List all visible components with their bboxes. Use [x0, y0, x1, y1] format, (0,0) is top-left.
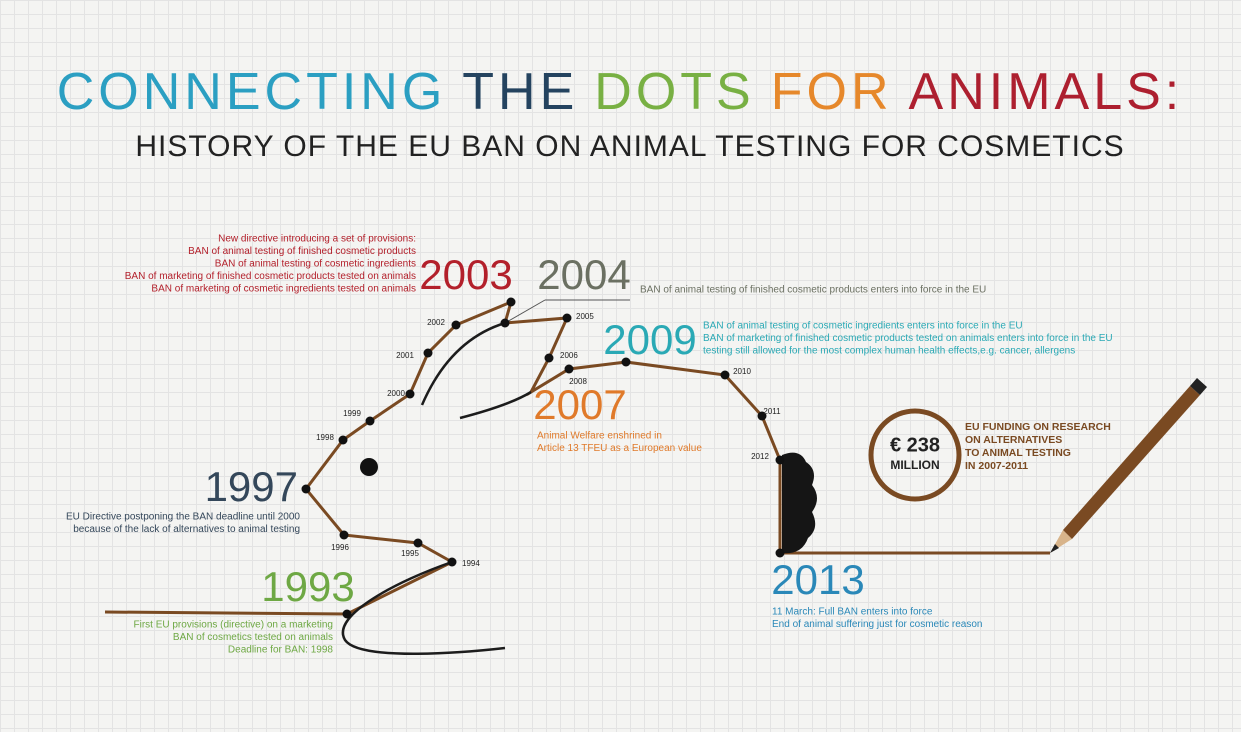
funding-unit: MILLION [890, 458, 939, 472]
event-text: BAN of cosmetics tested on animals [173, 632, 333, 643]
event-text: BAN of animal testing of finished cosmet… [640, 285, 986, 296]
event-year: 2004 [537, 251, 630, 298]
year-label: 1996 [331, 543, 349, 552]
title-word: THE [462, 63, 578, 121]
event-text: BAN of animal testing of cosmetic ingred… [215, 259, 416, 270]
tail [782, 453, 817, 554]
timeline-dot [340, 531, 349, 540]
infographic: CONNECTING THE DOTS FOR ANIMALS: HISTORY OF T… [0, 0, 1241, 732]
year-label: 1999 [343, 409, 361, 418]
year-label: 2001 [396, 351, 414, 360]
timeline-dot [339, 436, 348, 445]
timeline-dot [414, 539, 423, 548]
funding-text: EU FUNDING ON RESEARCH [965, 421, 1111, 433]
funding-text: IN 2007-2011 [965, 460, 1028, 472]
event-text: End of animal suffering just for cosmeti… [772, 619, 982, 630]
event-text: New directive introducing a set of provi… [218, 234, 416, 245]
eye [360, 458, 378, 476]
timeline-dot [448, 558, 457, 567]
event-year: 1993 [261, 563, 354, 610]
event-text: BAN of marketing of cosmetic ingredients… [151, 284, 416, 295]
event-year: 2013 [771, 556, 864, 603]
year-label: 2005 [576, 312, 594, 321]
title-word: FOR [771, 63, 893, 121]
event-text: because of the lack of alternatives to a… [73, 524, 300, 535]
year-label: 2000 [387, 389, 405, 398]
event-year: 1997 [205, 463, 298, 510]
timeline-dot [343, 610, 352, 619]
timeline-dot [424, 349, 433, 358]
timeline-dot [366, 417, 375, 426]
title-word: ANIMALS: [909, 63, 1184, 121]
year-label: 2011 [763, 407, 781, 416]
event-text: BAN of marketing of finished cosmetic pr… [703, 333, 1113, 344]
timeline-dot [565, 365, 574, 374]
event-year: 2007 [533, 381, 626, 428]
event-year: 2009 [603, 316, 696, 363]
timeline-dot [501, 319, 510, 328]
event-year: 2003 [419, 251, 512, 298]
timeline-dot [406, 390, 415, 399]
ear-line [422, 323, 505, 405]
timeline-dot [776, 456, 785, 465]
event-text: BAN of marketing of finished cosmetic pr… [125, 271, 416, 282]
subtitle: HISTORY OF THE EU BAN ON ANIMAL TESTING … [135, 130, 1124, 163]
year-label: 1995 [401, 549, 419, 558]
event-text: BAN of animal testing of cosmetic ingred… [703, 321, 1023, 332]
event-text: EU Directive postponing the BAN deadline… [66, 512, 300, 523]
ear-line [460, 392, 531, 418]
year-label: 1998 [316, 433, 334, 442]
funding-text: ON ALTERNATIVES [965, 434, 1062, 446]
year-label: 2012 [751, 452, 769, 461]
funding-text: TO ANIMAL TESTING [965, 447, 1071, 459]
timeline-dot [545, 354, 554, 363]
event-text: 11 March: Full BAN enters into force [772, 607, 933, 618]
event-text: Deadline for BAN: 1998 [228, 645, 334, 656]
event-text: Animal Welfare enshrined in [537, 431, 662, 442]
event-text: Article 13 TFEU as a European value [537, 443, 702, 454]
event-text: testing still allowed for the most compl… [703, 346, 1075, 357]
timeline-dot [302, 485, 311, 494]
title-word: DOTS [594, 63, 754, 121]
event-text: BAN of animal testing of finished cosmet… [188, 246, 416, 257]
year-label: 1994 [462, 559, 480, 568]
year-label: 2002 [427, 318, 445, 327]
page: CONNECTING THE DOTS FOR ANIMALS: HISTORY OF T… [0, 0, 1241, 732]
year-label: 2010 [733, 367, 751, 376]
timeline-dot [721, 371, 730, 380]
timeline-dot [507, 298, 516, 307]
title-word: CONNECTING [57, 63, 447, 121]
timeline-dot [563, 314, 572, 323]
event-text: First EU provisions (directive) on a mar… [133, 620, 333, 631]
funding-amount: € 238 [890, 434, 940, 456]
pencil [1050, 378, 1207, 553]
timeline-dot [452, 321, 461, 330]
year-label: 2006 [560, 351, 578, 360]
title: CONNECTING THE DOTS FOR ANIMALS: [57, 63, 1184, 121]
